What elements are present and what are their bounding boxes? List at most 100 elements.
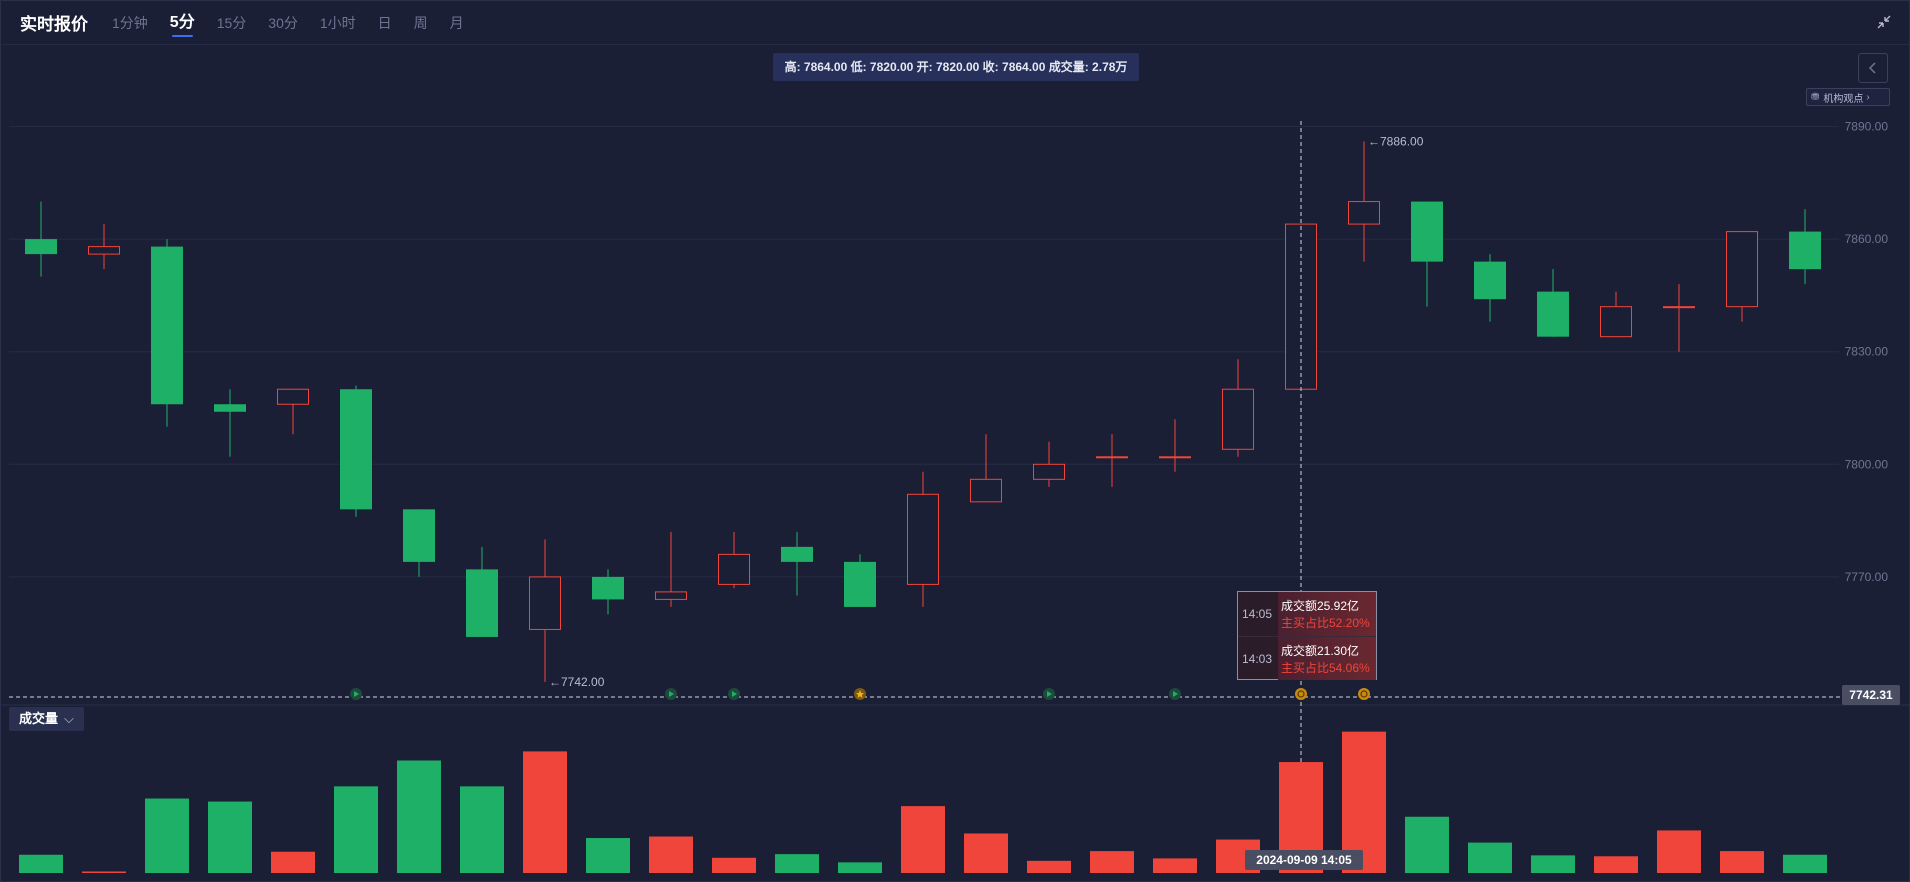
- tooltip-row: 14:05 成交额25.92亿 主买占比52.20%: [1238, 592, 1376, 636]
- tab-period[interactable]: 周: [413, 14, 428, 31]
- tab-period[interactable]: 月: [449, 14, 464, 31]
- volume-bar: [145, 798, 189, 873]
- candle-body: [970, 478, 1002, 503]
- institution-view-button[interactable]: ⛃ 机构观点 ›: [1806, 88, 1890, 106]
- collapse-arrows-icon[interactable]: [1875, 13, 1893, 31]
- candle-body: [655, 591, 687, 600]
- tab-period[interactable]: 30分: [268, 14, 298, 31]
- institution-view-label: 机构观点: [1823, 93, 1864, 105]
- volume-bar: [1720, 851, 1764, 873]
- volume-bar: [586, 838, 630, 873]
- volume-bar: [1405, 816, 1449, 873]
- candle-body: [592, 576, 624, 600]
- chevron-down-icon: ⌵: [64, 711, 74, 726]
- volume-bar: [271, 851, 315, 873]
- crosshair-price-label: 7742.31: [1842, 685, 1900, 705]
- candle-body: [1348, 201, 1380, 225]
- candle-body: [1726, 231, 1758, 308]
- candle-body: [1096, 456, 1128, 459]
- volume-bar: [901, 806, 945, 873]
- volume-bar: [1468, 842, 1512, 873]
- volume-bar: [334, 786, 378, 873]
- tooltip-row: 14:03 成交额21.30亿 主买占比54.06%: [1238, 636, 1376, 680]
- tooltip-time: 14:03: [1242, 651, 1273, 666]
- candle-body: [1159, 456, 1191, 459]
- tab-period[interactable]: 1小时: [319, 14, 356, 31]
- coin-marker-inner: [1360, 690, 1368, 698]
- y-tick-label: 7860.00: [1845, 232, 1889, 246]
- volume-bar: [397, 760, 441, 873]
- candle-body: [1789, 231, 1821, 270]
- candle-body: [88, 246, 120, 255]
- volume-bar: [838, 862, 882, 873]
- chevron-right-icon: ›: [1866, 91, 1870, 103]
- y-tick-label: 7830.00: [1845, 345, 1889, 359]
- volume-bar: [1657, 830, 1701, 873]
- tab-period[interactable]: 15分: [216, 14, 247, 31]
- volume-indicator-select[interactable]: 成交量 ⌵: [9, 707, 84, 731]
- robot-icon: ⛃: [1811, 91, 1820, 103]
- y-tick-label: 7770.00: [1845, 570, 1889, 584]
- candle-body: [25, 239, 57, 255]
- volume-bar: [712, 857, 756, 873]
- star-shape: [856, 690, 864, 698]
- volume-bar: [1594, 856, 1638, 873]
- info-marker-shape: [354, 691, 359, 697]
- candle-body: [340, 389, 372, 510]
- tab-period[interactable]: 1分钟: [112, 14, 148, 31]
- volume-bar: [1783, 854, 1827, 873]
- info-marker-shape: [669, 691, 674, 697]
- candle-body: [907, 493, 939, 585]
- coin-marker-icon: [1358, 688, 1370, 700]
- tooltip-amount: 成交额25.92亿: [1281, 599, 1360, 613]
- y-tick-label: 7890.00: [1845, 120, 1889, 134]
- candle-body: [277, 388, 309, 405]
- volume-bar: [775, 854, 819, 873]
- volume-label: 成交量: [19, 711, 59, 726]
- low-annotation: ←7742.00: [549, 675, 605, 689]
- tooltip-amount: 成交额21.30亿: [1281, 643, 1360, 658]
- top-bar: 实时报价 1分钟 5分 15分 30分 1小时 日 周 月: [1, 1, 1910, 45]
- volume-bar: [1342, 731, 1386, 873]
- volume-bar: [460, 786, 504, 873]
- candle-body: [1663, 306, 1695, 309]
- coin-marker-inner: [1297, 690, 1305, 698]
- candle-body: [466, 569, 498, 637]
- candle-body: [1537, 291, 1569, 337]
- side-panel-toggle[interactable]: [1858, 53, 1888, 83]
- candle-body: [1222, 388, 1254, 450]
- crosshair-time-label: 2024-09-09 14:05: [1245, 850, 1363, 870]
- tooltip-ratio: 主买占比54.06%: [1281, 660, 1370, 675]
- tab-period[interactable]: 日: [377, 14, 392, 31]
- volume-bar: [208, 801, 252, 873]
- coin-marker-icon: [1295, 688, 1307, 700]
- tab-period[interactable]: 5分: [170, 1, 195, 45]
- candle-body: [403, 509, 435, 562]
- candle-body: [214, 404, 246, 412]
- tooltip-time: 14:05: [1242, 607, 1273, 621]
- candle-body: [718, 553, 750, 585]
- volume-bar: [1090, 851, 1134, 873]
- candle-body: [1474, 261, 1506, 300]
- info-marker-shape: [1047, 691, 1052, 697]
- candle-body: [1600, 306, 1632, 338]
- volume-bar: [82, 871, 126, 873]
- candle-body: [529, 576, 561, 630]
- ohlc-info: 高: 7864.00 低: 7820.00 开: 7820.00 收: 7864…: [773, 53, 1139, 81]
- candle-body: [781, 546, 813, 562]
- tooltip-ratio: 主买占比52.20%: [1281, 616, 1370, 630]
- candle-body: [844, 561, 876, 607]
- period-tabs: 1分钟 5分 15分 30分 1小时 日 周 月: [112, 1, 486, 45]
- volume-bar: [649, 836, 693, 873]
- volume-bar: [523, 751, 567, 873]
- volume-bar: [964, 833, 1008, 873]
- volume-bar: [19, 854, 63, 873]
- volume-bar: [1027, 860, 1071, 873]
- candle-body: [151, 246, 183, 405]
- volume-bar: [1153, 858, 1197, 873]
- info-marker-shape: [732, 691, 737, 697]
- page-title: 实时报价: [20, 15, 88, 34]
- high-annotation: ←7886.00: [1368, 135, 1424, 149]
